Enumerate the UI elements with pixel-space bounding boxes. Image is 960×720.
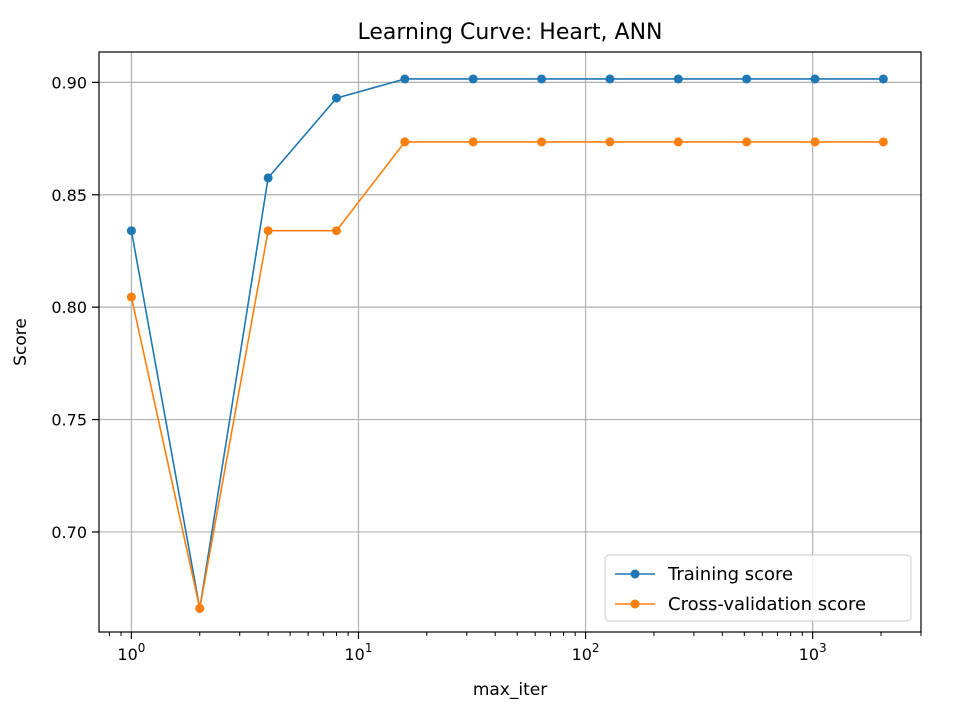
series-layer [126, 74, 888, 613]
y-tick-label: 0.80 [51, 298, 87, 317]
data-point [400, 74, 410, 84]
data-point [263, 173, 273, 183]
major-ticks [92, 81, 814, 639]
x-tick-label: 100 [117, 641, 145, 664]
x-axis-label: max_iter [473, 680, 547, 700]
data-point [468, 137, 478, 147]
legend-swatch-marker [630, 569, 640, 579]
legend-label: Cross-validation score [668, 594, 866, 615]
y-tick-label: 0.85 [51, 186, 87, 205]
y-axis-label: Score [11, 318, 31, 366]
y-tick-label: 0.75 [51, 411, 87, 430]
data-point [331, 93, 341, 103]
data-point [742, 74, 752, 84]
data-point [673, 137, 683, 147]
x-tick-label: 103 [799, 641, 827, 664]
x-tick-label: 102 [572, 641, 600, 664]
chart-title: Learning Curve: Heart, ANN [358, 20, 663, 45]
y-tick-labels: 0.70 0.75 0.80 0.85 0.90 [51, 73, 87, 542]
data-point [605, 137, 615, 147]
data-point [263, 226, 273, 236]
data-point [878, 137, 888, 147]
data-point [537, 74, 547, 84]
grid [99, 52, 921, 632]
data-point [126, 292, 136, 302]
data-point [468, 74, 478, 84]
series-line-1 [130, 141, 884, 609]
legend: Training score Cross-validation score [604, 554, 912, 622]
data-point [195, 603, 205, 613]
data-point [400, 137, 410, 147]
minor-ticks [108, 632, 922, 636]
data-point [331, 226, 341, 236]
data-point [537, 137, 547, 147]
y-tick-label: 0.70 [51, 523, 87, 542]
legend-label: Training score [667, 564, 793, 585]
plot-frame [98, 51, 922, 633]
y-tick-label: 0.90 [51, 73, 87, 92]
data-point [126, 226, 136, 236]
x-tick-labels: 100 101 102 103 [117, 641, 826, 664]
data-point [878, 74, 888, 84]
data-point [810, 74, 820, 84]
data-point [605, 74, 615, 84]
data-point [673, 74, 683, 84]
legend-swatch-marker [630, 599, 640, 609]
data-point [810, 137, 820, 147]
x-tick-label: 101 [344, 641, 372, 664]
legend-box [604, 554, 912, 622]
data-point [742, 137, 752, 147]
series-line-0 [130, 78, 884, 609]
